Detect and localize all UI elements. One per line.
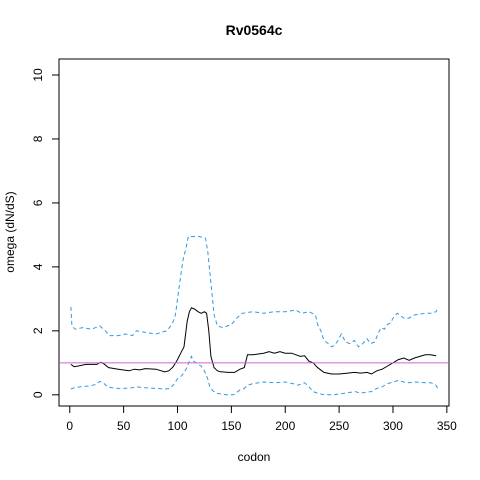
y-tick-label: 8 xyxy=(31,135,45,142)
x-tick-label: 250 xyxy=(329,419,349,433)
y-tick-label: 10 xyxy=(31,68,45,82)
chart-title: Rv0564c xyxy=(226,22,283,38)
x-tick-label: 350 xyxy=(437,419,457,433)
x-axis-label: codon xyxy=(238,450,271,464)
x-tick-label: 50 xyxy=(117,419,131,433)
series-upper-line xyxy=(70,236,439,348)
y-tick-label: 4 xyxy=(31,263,45,270)
y-axis-label: omega (dN/dS) xyxy=(3,191,17,272)
x-tick-label: 300 xyxy=(383,419,403,433)
x-tick-label: 200 xyxy=(275,419,295,433)
plot-content xyxy=(59,236,449,396)
series-estimate-line xyxy=(70,307,437,375)
x-tick-label: 0 xyxy=(66,419,73,433)
y-tick-label: 0 xyxy=(31,391,45,398)
series-lower-line xyxy=(70,355,439,396)
x-axis: 0 50 100 150 200 250 300 350 xyxy=(66,405,457,433)
y-axis: 0 2 4 6 8 10 xyxy=(31,68,60,398)
x-tick-label: 100 xyxy=(167,419,187,433)
plot-frame xyxy=(58,58,450,407)
x-tick-label: 150 xyxy=(221,419,241,433)
y-tick-label: 6 xyxy=(31,199,45,206)
y-tick-label: 2 xyxy=(31,327,45,334)
